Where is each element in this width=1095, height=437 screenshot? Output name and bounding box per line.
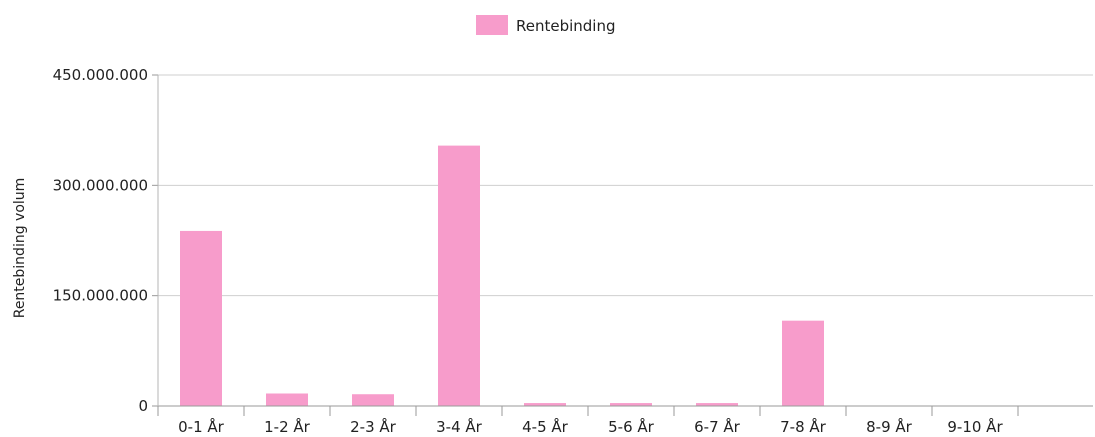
legend: Rentebinding — [476, 15, 616, 35]
x-tick-label: 8-9 År — [866, 417, 913, 436]
y-tick-label: 150.000.000 — [53, 287, 148, 305]
legend-swatch-rentebinding — [476, 15, 508, 35]
x-tick-label: 9-10 År — [947, 417, 1003, 436]
legend-label-rentebinding: Rentebinding — [516, 17, 616, 35]
x-tick-label: 1-2 År — [264, 417, 311, 436]
bar-6-7 — [696, 403, 738, 406]
bar-0-1 — [180, 230, 222, 406]
gridlines — [158, 74, 1093, 297]
y-axis-ticks: 0 150.000.000 300.000.000 450.000.000 — [53, 66, 158, 415]
x-tick-label: 5-6 År — [608, 417, 655, 436]
y-tick-label: 300.000.000 — [53, 176, 148, 194]
x-tick-label: 0-1 År — [178, 417, 225, 436]
x-tick-label: 2-3 År — [350, 417, 397, 436]
bar-2-3 — [352, 394, 394, 406]
y-tick-label: 450.000.000 — [53, 66, 148, 84]
bar-1-2 — [266, 393, 308, 406]
bar-4-5 — [524, 403, 566, 406]
bars — [180, 145, 824, 406]
x-tick-label: 4-5 År — [522, 417, 569, 436]
y-tick-label: 0 — [138, 397, 148, 415]
x-axis: 0-1 År 1-2 År 2-3 År 3-4 År 4-5 År 5-6 År 6-7 … — [157, 75, 1093, 436]
x-tick-label: 7-8 År — [780, 417, 827, 436]
y-axis-label: Rentebinding volum — [12, 178, 28, 319]
bar-5-6 — [610, 403, 652, 406]
bar-7-8 — [782, 320, 824, 406]
x-tick-label: 6-7 År — [694, 417, 741, 436]
x-tick-label: 3-4 År — [436, 417, 483, 436]
bar-3-4 — [438, 145, 480, 406]
